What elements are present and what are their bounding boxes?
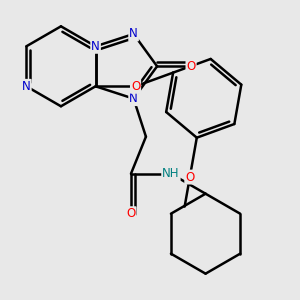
- Text: O: O: [131, 80, 140, 93]
- Text: N: N: [22, 80, 31, 93]
- Text: N: N: [91, 40, 100, 53]
- Text: O: O: [185, 171, 194, 184]
- Text: O: O: [126, 207, 136, 220]
- Text: N: N: [129, 92, 138, 105]
- Text: O: O: [186, 60, 196, 73]
- Text: N: N: [129, 28, 138, 40]
- Text: NH: NH: [162, 167, 180, 180]
